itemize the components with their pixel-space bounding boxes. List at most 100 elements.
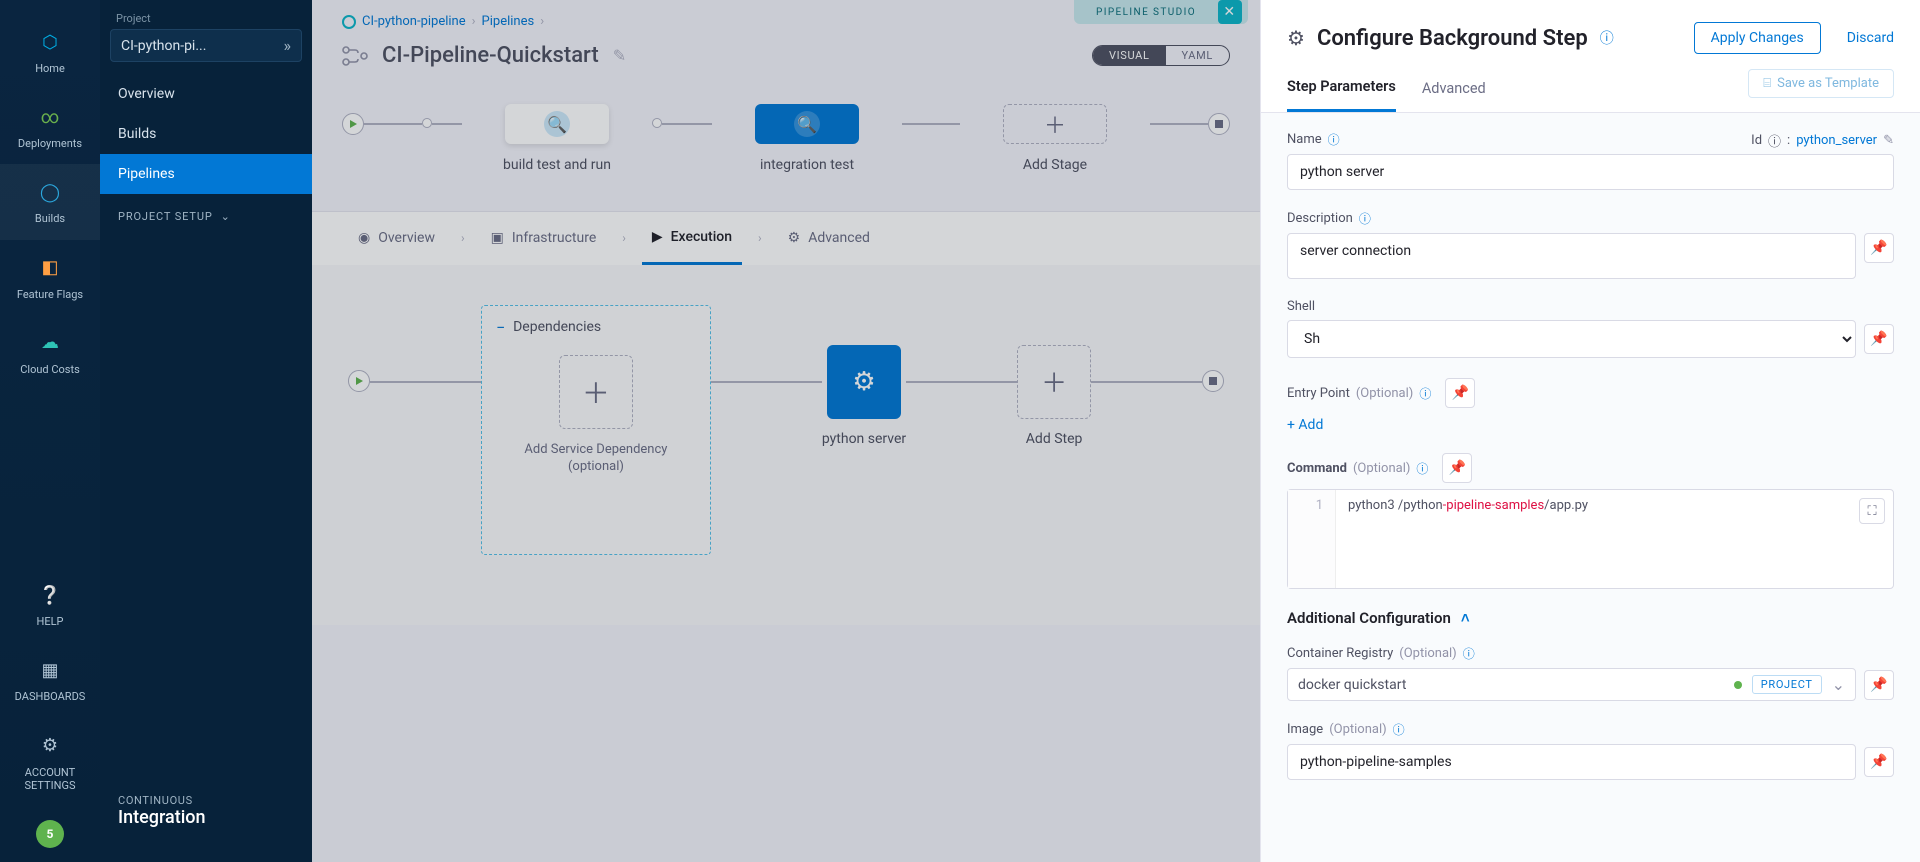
nav-home[interactable]: ⬡ Home: [0, 14, 100, 89]
optional-hint: (Optional): [1353, 461, 1410, 476]
info-icon[interactable]: ⓘ: [1328, 131, 1340, 148]
entry-point-label: Entry Point: [1287, 386, 1350, 401]
tab-step-advanced[interactable]: Advanced: [1422, 66, 1486, 111]
stage-label: build test and run: [503, 156, 611, 175]
project-picker[interactable]: CI-python-pi... »: [110, 29, 302, 62]
container-registry-label: Container Registry: [1287, 646, 1393, 661]
nav-account-settings[interactable]: ⚙ ACCOUNT SETTINGS: [0, 718, 100, 806]
nav-dashboards[interactable]: ▦ DASHBOARDS: [0, 642, 100, 717]
image-label: Image: [1287, 722, 1323, 737]
edit-title-button[interactable]: ✎: [613, 46, 626, 65]
command-label: Command: [1287, 461, 1347, 476]
tab-advanced[interactable]: ⚙Advanced: [778, 212, 880, 265]
command-editor[interactable]: 1 python3 /python-pipeline-samples/app.p…: [1287, 489, 1894, 589]
nav-notifications[interactable]: 5: [0, 806, 100, 862]
info-icon[interactable]: ⓘ: [1393, 721, 1405, 738]
panel-title: Configure Background Step: [1317, 26, 1588, 51]
nav-help[interactable]: ❔ HELP: [0, 567, 100, 642]
pin-button[interactable]: 📌: [1864, 670, 1894, 700]
chevron-down-icon: ⌄: [1832, 675, 1845, 694]
scope-chip: PROJECT: [1752, 675, 1822, 694]
pin-button[interactable]: 📌: [1864, 324, 1894, 354]
gear-icon: ⚙: [852, 367, 875, 397]
info-icon[interactable]: ⓘ: [1463, 645, 1475, 662]
add-step-button[interactable]: ＋: [1017, 345, 1091, 419]
collapse-icon[interactable]: −: [496, 318, 505, 337]
add-stage-button[interactable]: ＋: [1003, 104, 1107, 144]
stage-integration-test[interactable]: 🔍: [755, 104, 859, 144]
breadcrumb-project[interactable]: CI-python-pipeline: [362, 14, 466, 29]
search-icon: 🔍: [794, 111, 820, 137]
chevrons-icon: »: [284, 36, 292, 55]
info-icon[interactable]: ⓘ: [1416, 460, 1428, 477]
apply-changes-button[interactable]: Apply Changes: [1694, 22, 1821, 54]
edit-id-button[interactable]: ✎: [1883, 133, 1894, 148]
name-input[interactable]: [1287, 154, 1894, 190]
pin-button[interactable]: 📌: [1864, 747, 1894, 777]
nav-builds[interactable]: ◯ Builds: [0, 164, 100, 239]
id-value: python_server: [1796, 133, 1877, 148]
tab-infrastructure[interactable]: ▣Infrastructure: [481, 212, 607, 265]
additional-config-toggle[interactable]: Additional Configuration ˄: [1287, 609, 1894, 627]
status-dot-icon: [1734, 681, 1742, 689]
configure-step-panel: ⚙ Configure Background Step ⓘ Apply Chan…: [1260, 0, 1920, 862]
flag-icon: ◧: [36, 254, 64, 282]
stage-label: integration test: [760, 156, 854, 175]
save-as-template-button[interactable]: ⌸ Save as Template: [1748, 69, 1894, 98]
nav-deployments[interactable]: ∞ Deployments: [0, 89, 100, 164]
gear-icon: ⚙: [1287, 26, 1305, 50]
tab-overview[interactable]: ◉Overview: [348, 212, 445, 265]
fullscreen-button[interactable]: ⛶: [1859, 498, 1885, 524]
shell-select[interactable]: Sh: [1287, 320, 1856, 358]
pipeline-icon: [342, 46, 368, 66]
tab-step-parameters[interactable]: Step Parameters: [1287, 64, 1396, 112]
stage-build-test-run[interactable]: 🔍: [505, 104, 609, 144]
view-visual[interactable]: VISUAL: [1093, 46, 1166, 65]
infra-icon: ▣: [491, 230, 504, 246]
sidebar-item-builds[interactable]: Builds: [100, 114, 312, 154]
add-stage-label: Add Stage: [1023, 156, 1087, 175]
dashboard-icon: ▦: [36, 656, 64, 684]
exec-start[interactable]: [348, 370, 370, 392]
description-label: Description: [1287, 211, 1353, 226]
project-setup[interactable]: PROJECT SETUP ⌄: [100, 194, 312, 239]
view-toggle: VISUAL YAML: [1092, 45, 1230, 66]
pin-button[interactable]: 📌: [1445, 378, 1475, 408]
nav-cloud-costs[interactable]: ☁ Cloud Costs: [0, 315, 100, 390]
nav-feature-flags[interactable]: ◧ Feature Flags: [0, 240, 100, 315]
container-registry-picker[interactable]: docker quickstart PROJECT ⌄: [1287, 668, 1856, 701]
shell-label: Shell: [1287, 299, 1315, 314]
discard-link[interactable]: Discard: [1847, 30, 1894, 46]
add-dependency-button[interactable]: ＋: [559, 355, 633, 429]
sidebar-item-overview[interactable]: Overview: [100, 74, 312, 114]
gear-icon: ⚙: [36, 732, 64, 760]
line-number: 1: [1288, 490, 1336, 588]
description-input[interactable]: server connection: [1287, 233, 1856, 279]
pipeline-start[interactable]: [342, 113, 364, 135]
eye-icon: ◉: [358, 230, 370, 246]
close-studio-button[interactable]: ✕: [1218, 0, 1242, 24]
hexagon-icon: ⬡: [36, 28, 64, 56]
page-title: CI-Pipeline-Quickstart: [382, 43, 599, 68]
link-icon: ∞: [36, 103, 64, 131]
info-icon[interactable]: ⓘ: [1359, 210, 1371, 227]
tab-execution[interactable]: ▶Execution: [642, 212, 742, 265]
sidebar-footer: CONTINUOUS Integration: [100, 794, 312, 850]
add-entry-point-link[interactable]: + Add: [1287, 417, 1323, 433]
view-yaml[interactable]: YAML: [1166, 46, 1229, 65]
pin-button[interactable]: 📌: [1442, 453, 1472, 483]
step-python-server[interactable]: ⚙: [827, 345, 901, 419]
breadcrumb-pipelines[interactable]: Pipelines: [482, 14, 535, 29]
chevron-down-icon: ⌄: [221, 210, 231, 223]
exec-end: [1202, 370, 1224, 392]
info-icon[interactable]: ⓘ: [1600, 28, 1614, 48]
pin-button[interactable]: 📌: [1864, 233, 1894, 263]
image-input[interactable]: [1287, 744, 1856, 780]
breadcrumb-icon: [342, 15, 356, 29]
step-label: python server: [822, 431, 906, 447]
template-icon: ⌸: [1763, 76, 1771, 91]
optional-hint: (Optional): [1356, 386, 1413, 401]
info-icon[interactable]: ⓘ: [1768, 131, 1781, 150]
sidebar-item-pipelines[interactable]: Pipelines: [100, 154, 312, 194]
info-icon[interactable]: ⓘ: [1419, 385, 1431, 402]
